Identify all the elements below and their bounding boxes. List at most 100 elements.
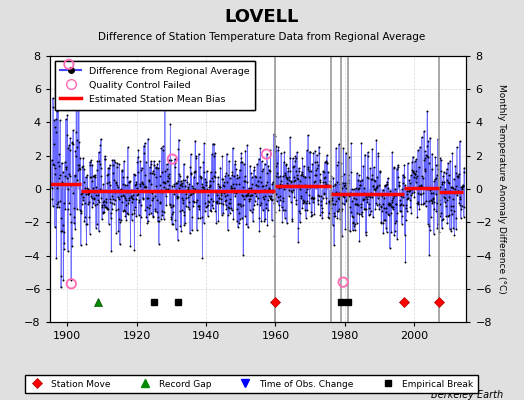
Point: [85, 230, 94, 237]
Point: [135, 197, 144, 203]
Point: [278, 198, 287, 204]
Point: [330, 213, 339, 219]
Point: [168, 220, 176, 227]
Point: [183, 174, 191, 180]
Point: [49, 104, 57, 110]
Point: [202, 178, 210, 185]
Point: [68, 235, 76, 241]
Point: [199, 184, 207, 191]
Point: [356, 182, 364, 188]
Point: [331, 182, 339, 188]
Point: [329, 183, 337, 190]
Point: [88, 204, 96, 210]
Point: [63, 132, 71, 138]
Point: [313, 165, 321, 171]
Point: [189, 203, 198, 209]
Point: [129, 188, 137, 194]
Point: [260, 160, 269, 167]
Point: [430, 199, 438, 205]
Point: [212, 220, 221, 227]
Point: [419, 201, 428, 207]
Point: [185, 206, 193, 213]
Point: [95, 186, 104, 192]
Point: [219, 200, 227, 207]
Point: [242, 192, 250, 199]
Point: [348, 212, 356, 219]
Point: [292, 167, 300, 174]
Point: [373, 174, 381, 180]
Point: [449, 184, 457, 191]
Point: [137, 214, 145, 220]
Point: [198, 255, 206, 262]
Point: [157, 216, 165, 222]
Point: [311, 158, 320, 165]
Point: [152, 209, 161, 215]
Point: [312, 151, 321, 158]
Point: [303, 206, 311, 213]
Point: [420, 128, 428, 134]
Point: [121, 207, 129, 214]
Point: [125, 179, 134, 185]
Point: [449, 203, 457, 209]
Point: [298, 171, 306, 178]
Point: [88, 178, 96, 184]
Point: [183, 184, 192, 190]
Point: [98, 202, 106, 208]
Point: [155, 158, 163, 164]
Point: [220, 183, 228, 190]
Point: [355, 210, 363, 217]
Point: [410, 189, 418, 196]
Point: [165, 175, 173, 182]
Point: [258, 194, 267, 201]
Point: [124, 144, 132, 151]
Point: [351, 220, 359, 227]
Point: [283, 168, 292, 174]
Point: [259, 183, 268, 189]
Point: [234, 201, 243, 208]
Point: [415, 164, 423, 170]
Point: [411, 179, 420, 185]
Point: [244, 192, 253, 198]
Point: [433, 172, 441, 178]
Point: [422, 152, 430, 158]
Point: [225, 210, 234, 216]
Point: [214, 174, 222, 180]
Point: [442, 166, 451, 172]
Point: [113, 160, 121, 166]
Point: [117, 192, 126, 199]
Point: [110, 186, 118, 193]
Point: [344, 227, 352, 233]
Point: [193, 180, 201, 186]
Point: [235, 181, 244, 187]
Point: [294, 165, 303, 171]
Point: [241, 173, 249, 180]
Point: [336, 181, 345, 188]
Point: [352, 220, 361, 226]
Point: [269, 187, 277, 193]
Point: [187, 191, 195, 197]
Point: [258, 183, 266, 190]
Point: [368, 171, 376, 178]
Point: [357, 201, 365, 207]
Point: [366, 211, 375, 217]
Point: [176, 173, 184, 180]
Point: [283, 175, 291, 182]
Point: [78, 201, 86, 207]
Point: [240, 196, 248, 202]
Point: [51, 224, 59, 230]
Point: [128, 199, 137, 206]
Point: [92, 221, 101, 227]
Point: [405, 188, 413, 194]
Point: [189, 198, 198, 204]
Point: [273, 160, 281, 166]
Point: [270, 200, 278, 206]
Point: [239, 192, 248, 199]
Point: [441, 190, 449, 196]
Point: [413, 214, 421, 220]
Point: [229, 216, 237, 222]
Point: [445, 212, 454, 218]
Point: [443, 177, 452, 184]
Point: [325, 197, 334, 204]
Point: [94, 228, 103, 234]
Point: [405, 177, 413, 183]
